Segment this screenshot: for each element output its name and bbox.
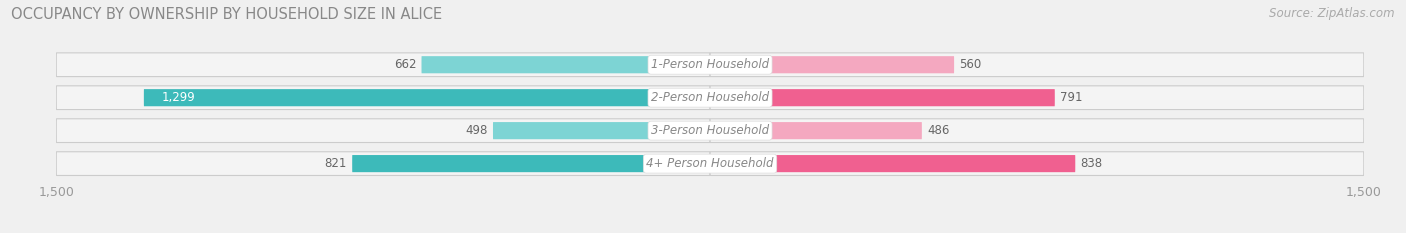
FancyBboxPatch shape	[56, 152, 710, 175]
Text: 662: 662	[394, 58, 416, 71]
Text: 560: 560	[959, 58, 981, 71]
Text: Source: ZipAtlas.com: Source: ZipAtlas.com	[1270, 7, 1395, 20]
FancyBboxPatch shape	[352, 155, 710, 172]
FancyBboxPatch shape	[710, 155, 1076, 172]
FancyBboxPatch shape	[710, 56, 955, 73]
Text: 486: 486	[927, 124, 949, 137]
Text: 1-Person Household: 1-Person Household	[651, 58, 769, 71]
Text: 1,299: 1,299	[162, 91, 195, 104]
FancyBboxPatch shape	[710, 53, 1364, 77]
Text: 3-Person Household: 3-Person Household	[651, 124, 769, 137]
Text: 4+ Person Household: 4+ Person Household	[647, 157, 773, 170]
Text: 821: 821	[325, 157, 347, 170]
Text: 838: 838	[1080, 157, 1102, 170]
FancyBboxPatch shape	[494, 122, 710, 139]
FancyBboxPatch shape	[56, 119, 710, 143]
FancyBboxPatch shape	[710, 119, 1364, 143]
Text: 791: 791	[1060, 91, 1083, 104]
FancyBboxPatch shape	[56, 86, 710, 110]
FancyBboxPatch shape	[710, 89, 1054, 106]
FancyBboxPatch shape	[143, 89, 710, 106]
Text: OCCUPANCY BY OWNERSHIP BY HOUSEHOLD SIZE IN ALICE: OCCUPANCY BY OWNERSHIP BY HOUSEHOLD SIZE…	[11, 7, 443, 22]
FancyBboxPatch shape	[710, 152, 1364, 175]
FancyBboxPatch shape	[710, 122, 922, 139]
FancyBboxPatch shape	[422, 56, 710, 73]
Text: 498: 498	[465, 124, 488, 137]
FancyBboxPatch shape	[710, 86, 1364, 110]
FancyBboxPatch shape	[56, 53, 710, 77]
Text: 2-Person Household: 2-Person Household	[651, 91, 769, 104]
